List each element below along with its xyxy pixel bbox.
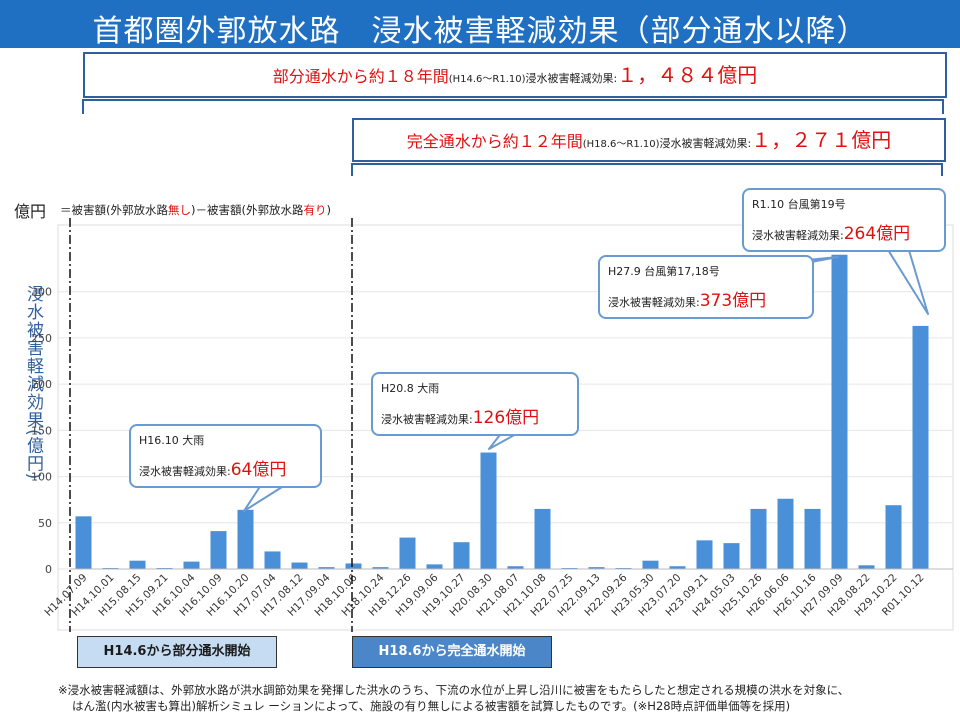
y-tick-0: 0	[45, 563, 52, 576]
bar-H27.09.09	[831, 254, 848, 569]
callout-r1-10: R1.10 台風第19号 浸水被害軽減効果:264億円	[742, 188, 946, 252]
footnote: ※浸水被害軽減額は、外郭放水路が洪水調節効果を発揮した洪水のうち、下流の水位が上…	[58, 682, 849, 714]
bar-H26.10.16	[804, 508, 821, 569]
bar-H17.07.04	[264, 551, 281, 569]
callout-h20-8: H20.8 大雨 浸水被害軽減効果:126億円	[371, 372, 579, 436]
effect-box-full: 完全通水から約１２年間(H18.6～R1.10)浸水被害軽減効果:１，２７１億円	[352, 118, 946, 162]
formula-part3: )	[326, 203, 331, 217]
effect-partial-label: 浸水被害軽減効果:	[525, 72, 618, 85]
callout-r1-10-label: 浸水被害軽減効果:	[752, 229, 844, 242]
effect-full-amount: １，２７１億円	[751, 128, 892, 152]
formula-none: 無し	[168, 203, 191, 217]
bar-H22.09.13	[588, 567, 605, 569]
callout-h27-9: H27.9 台風第17,18号 浸水被害軽減効果:373億円	[598, 255, 814, 319]
bar-H14.07.09	[75, 516, 92, 569]
callout-h20-8-label: 浸水被害軽減効果:	[381, 413, 473, 426]
callout-h27-9-head: H27.9 台風第17,18号	[608, 265, 720, 278]
phase-partial-start: H14.6から部分通水開始	[77, 636, 277, 668]
plot-area	[57, 224, 954, 631]
bar-H18.10.24	[372, 567, 389, 569]
y-tick-50: 50	[38, 517, 52, 530]
effect-box-partial: 部分通水から約１８年間(H14.6～R1.10)浸水被害軽減効果:１，４８４億円	[83, 52, 947, 98]
bar-H16.10.20	[237, 509, 254, 569]
bar-H25.10.26	[750, 508, 767, 569]
effect-partial-lead: 部分通水から約１８年間	[272, 67, 449, 86]
callout-r1-10-amount: 264億円	[843, 224, 911, 244]
bar-H17.09.04	[318, 567, 335, 569]
bar-H18.12.26	[399, 537, 416, 569]
effect-full-lead: 完全通水から約１２年間	[406, 132, 583, 151]
y-tick-100: 100	[31, 471, 52, 484]
title-bar: 首都圏外郭放水路 浸水被害軽減効果（部分通水以降）	[0, 0, 960, 49]
bar-H20.08.30	[480, 452, 497, 569]
bar-H21.08.07	[507, 566, 524, 569]
bar-H23.09.21	[696, 540, 713, 569]
callout-r1-10-head: R1.10 台風第19号	[752, 198, 846, 211]
formula-part1: ＝被害額(外郭放水路	[60, 203, 168, 217]
callout-h16-10-head: H16.10 大雨	[139, 434, 205, 447]
bar-H28.08.22	[858, 565, 875, 569]
callout-h27-9-label: 浸水被害軽減効果:	[608, 296, 700, 309]
bar-H18.10.06	[345, 563, 362, 569]
bracket-full	[351, 163, 943, 176]
footnote-line1: ※浸水被害軽減額は、外郭放水路が洪水調節効果を発揮した洪水のうち、下流の水位が上…	[58, 683, 850, 697]
y-tick-200: 200	[31, 378, 52, 391]
effect-partial-amount: １，４８４億円	[617, 63, 758, 87]
y-tick-250: 250	[31, 332, 52, 345]
bar-H23.05.30	[642, 560, 659, 569]
callout-h16-10-amount: 64億円	[230, 460, 287, 480]
effect-partial-period: (H14.6～R1.10)	[448, 74, 526, 85]
unit-label: 億円	[14, 202, 47, 221]
bar-H24.05.03	[723, 543, 740, 569]
effect-full-label: 浸水被害軽減効果:	[659, 137, 752, 150]
callout-h20-8-amount: 126億円	[472, 408, 540, 428]
effect-full-period: (H18.6～R1.10)	[582, 139, 660, 150]
formula-definition: ＝被害額(外郭放水路無し)－被害額(外郭放水路有り)	[60, 202, 331, 218]
formula-part2: )－被害額(外郭放水路	[191, 203, 304, 217]
y-axis-label: 浸水被害軽減効果(億円)	[23, 285, 43, 481]
bar-H15.08.15	[129, 560, 146, 569]
callout-h16-10: H16.10 大雨 浸水被害軽減効果:64億円	[129, 424, 322, 488]
bar-H21.10.08	[534, 508, 551, 569]
phase-full-start: H18.6から完全通水開始	[352, 636, 552, 668]
formula-with: 有り	[303, 203, 327, 217]
bar-H26.06.06	[777, 498, 794, 569]
y-tick-300: 300	[31, 286, 52, 299]
bar-H16.10.04	[183, 561, 200, 569]
bar-H23.07.20	[669, 566, 686, 569]
bar-H19.09.06	[426, 564, 443, 569]
bar-H17.08.12	[291, 562, 308, 569]
y-tick-150: 150	[31, 424, 52, 437]
bracket-partial	[82, 99, 944, 114]
footnote-line2: はん濫(内水被害も算出)解析シミュレ ーションによって、施設の有り無しによる被害…	[72, 699, 791, 713]
page-title: 首都圏外郭放水路 浸水被害軽減効果（部分通水以降）	[92, 14, 868, 49]
callout-h16-10-label: 浸水被害軽減効果:	[139, 465, 231, 478]
bar-H19.10.27	[453, 542, 470, 569]
bar-R01.10.12	[912, 325, 929, 569]
bar-H29.10.22	[885, 505, 902, 569]
callout-h20-8-head: H20.8 大雨	[381, 382, 440, 395]
callout-h27-9-amount: 373億円	[699, 291, 767, 311]
bar-H16.10.09	[210, 531, 227, 569]
